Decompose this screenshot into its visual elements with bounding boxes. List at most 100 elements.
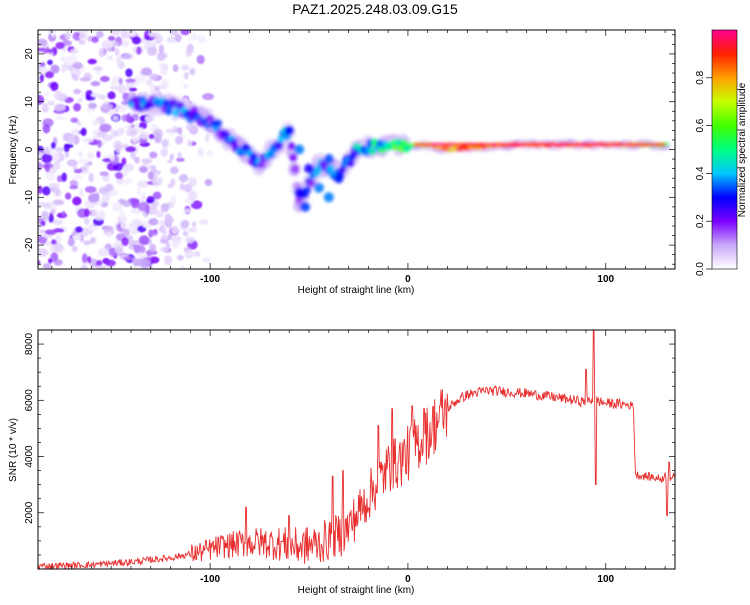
ridge-core [275, 141, 284, 150]
noise-speckle [148, 73, 159, 81]
noise-speckle [136, 186, 142, 197]
noise-speckle [84, 186, 97, 194]
noise-speckle [73, 168, 83, 174]
ridge-core [291, 165, 300, 174]
noise-speckle [83, 240, 91, 246]
colorbar-label: Normalized spectral amplitude [737, 82, 748, 217]
noise-speckle [183, 183, 193, 193]
noise-speckle [104, 183, 114, 192]
spectrogram-xtick-label: 0 [405, 274, 411, 285]
spectrogram-xlabel: Height of straight line (km) [298, 285, 415, 296]
noise-speckle [121, 100, 128, 106]
noise-speckle [131, 36, 142, 45]
noise-speckle [156, 51, 166, 61]
noise-speckle [167, 159, 173, 164]
noise-speckle [155, 170, 161, 175]
noise-speckle [186, 138, 193, 148]
figure-title: PAZ1.2025.248.03.09.G15 [292, 1, 458, 17]
noise-speckle [78, 40, 86, 45]
noise-speckle [175, 136, 184, 145]
snr-ytick-label: 4000 [24, 445, 35, 468]
spectrogram-blobs [38, 30, 671, 269]
noise-speckle [64, 192, 72, 200]
noise-speckle [101, 103, 114, 110]
noise-speckle [75, 226, 83, 233]
noise-speckle [133, 244, 146, 255]
colorbar-gradient [711, 29, 738, 270]
noise-speckle [78, 159, 90, 164]
noise-speckle [64, 31, 72, 40]
noise-speckle [122, 200, 132, 208]
snr-ytick-label: 2000 [24, 501, 35, 524]
noise-speckle [53, 242, 63, 252]
ridge-core [287, 141, 296, 150]
noise-speckle [146, 196, 155, 204]
noise-speckle [115, 246, 124, 254]
noise-speckle [67, 136, 76, 145]
ridge-branch [294, 144, 305, 155]
noise-speckle [55, 115, 66, 121]
noise-speckle [159, 67, 168, 76]
noise-speckle [160, 246, 170, 253]
ridge-core [368, 147, 377, 156]
noise-speckle [85, 89, 94, 100]
ridge-branch [294, 187, 305, 198]
snr-xtick-label: -100 [200, 574, 220, 585]
noise-speckle [121, 157, 127, 167]
noise-speckle [90, 237, 96, 244]
noise-speckle [139, 131, 151, 140]
noise-speckle [112, 115, 119, 121]
noise-speckle [185, 236, 195, 244]
noise-speckle [117, 84, 127, 94]
noise-speckle [148, 218, 159, 226]
noise-speckle [102, 174, 110, 182]
noise-speckle [41, 103, 49, 113]
noise-speckle [130, 123, 135, 129]
noise-speckle [120, 39, 130, 47]
noise-speckle [174, 33, 182, 43]
noise-speckle [115, 178, 124, 186]
noise-speckle [136, 180, 149, 189]
noise-speckle [155, 210, 164, 218]
noise-speckle [140, 67, 153, 76]
noise-speckle [43, 91, 51, 96]
noise-speckle [47, 100, 55, 106]
noise-speckle [88, 172, 94, 183]
noise-speckle [134, 156, 140, 164]
noise-speckle [121, 178, 133, 185]
noise-speckle [80, 91, 86, 101]
noise-speckle [50, 142, 56, 150]
spectrogram-ytick-label: 0 [24, 146, 35, 152]
noise-speckle [41, 153, 53, 164]
noise-speckle [95, 260, 103, 267]
noise-speckle [121, 53, 134, 60]
noise-speckle [172, 125, 178, 131]
ridge-core [326, 164, 335, 173]
noise-speckle [50, 208, 56, 214]
snr-ytick-label: 6000 [24, 389, 35, 412]
noise-speckle [202, 93, 215, 101]
noise-speckle [101, 41, 114, 46]
noise-speckle [41, 203, 51, 208]
noise-speckle [46, 48, 55, 53]
noise-speckle [168, 201, 173, 209]
noise-speckle [115, 56, 123, 64]
noise-speckle [159, 63, 167, 68]
spectrogram-ytick-label: 10 [24, 96, 35, 108]
noise-speckle [87, 226, 99, 231]
noise-speckle [84, 208, 90, 218]
noise-speckle [79, 77, 91, 82]
noise-speckle [164, 213, 172, 223]
ridge-core [214, 119, 223, 128]
noise-speckle [101, 193, 110, 203]
colorbar-tick-label: 0.0 [695, 262, 706, 276]
noise-speckle [185, 48, 193, 57]
noise-speckle [53, 90, 64, 101]
noise-speckle [52, 218, 64, 226]
noise-speckle [44, 164, 51, 169]
noise-speckle [141, 158, 153, 164]
noise-speckle [38, 248, 49, 257]
colorbar-tick-label: 0.2 [695, 214, 706, 228]
noise-speckle [171, 225, 179, 235]
noise-speckle [161, 138, 170, 148]
